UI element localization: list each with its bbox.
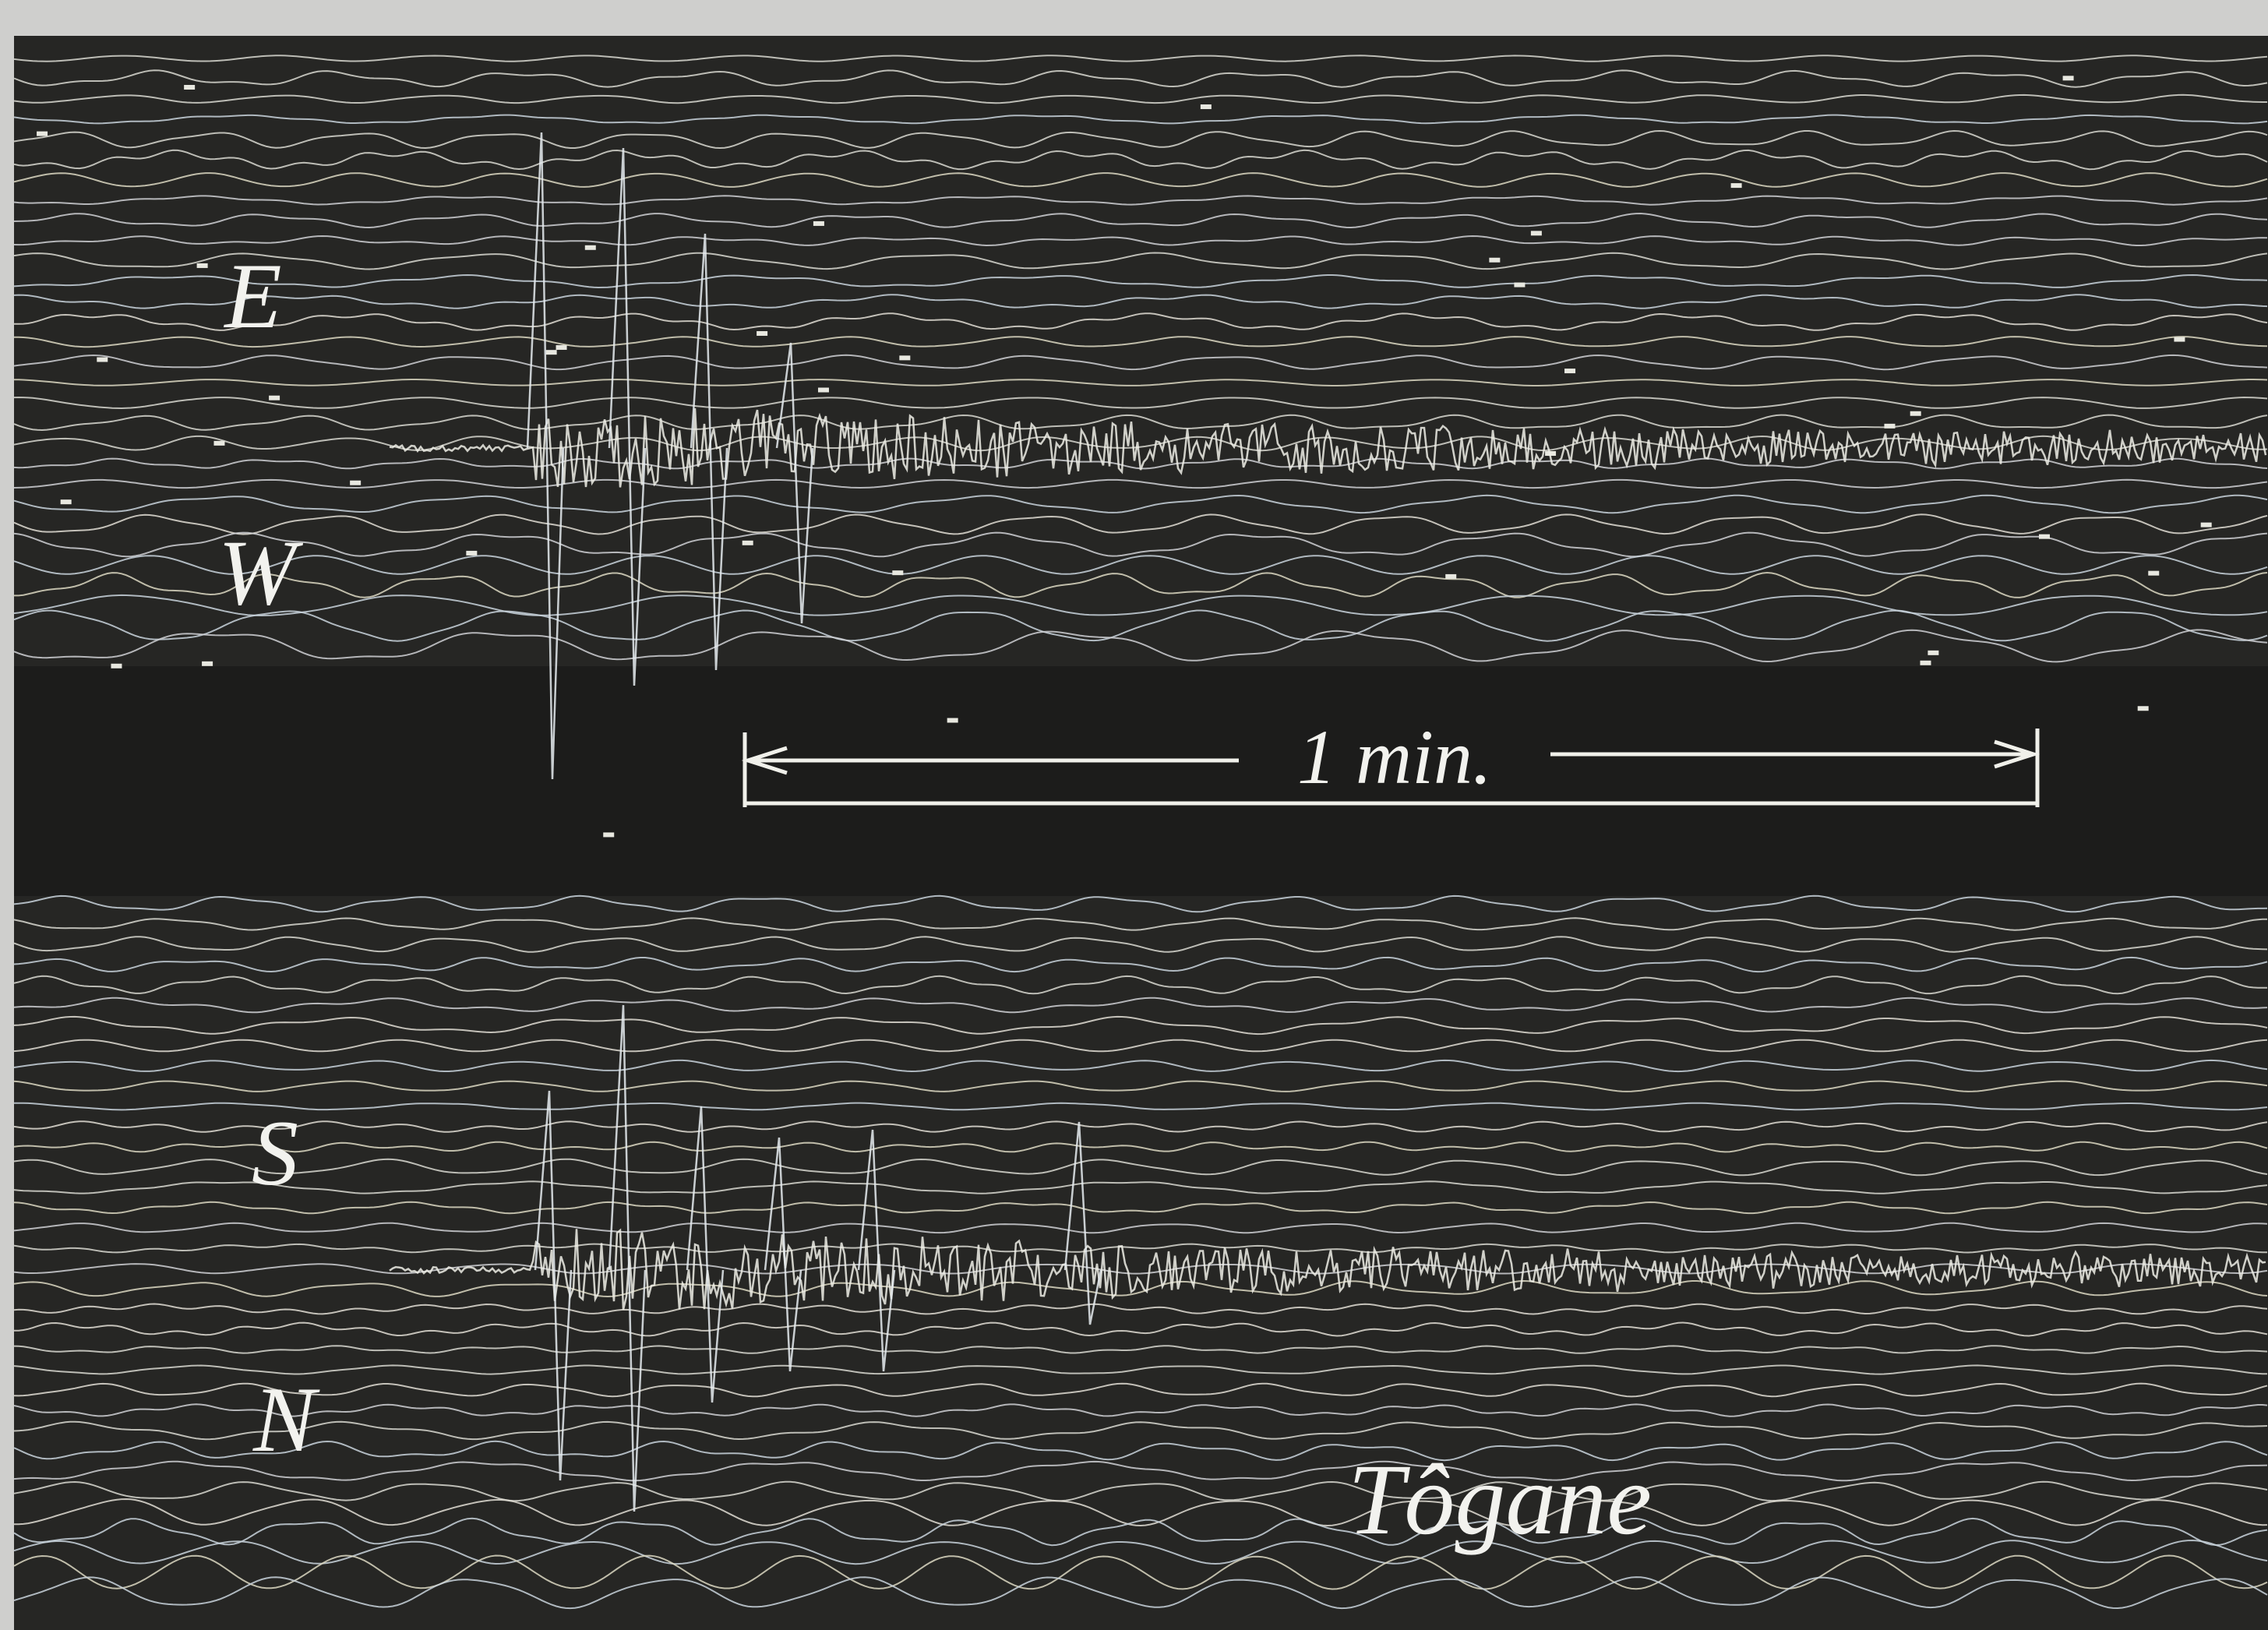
time-mark <box>742 541 753 545</box>
time-mark <box>585 245 596 250</box>
time-mark <box>556 345 567 350</box>
time-mark <box>2148 571 2159 576</box>
time-mark <box>466 551 477 556</box>
time-mark <box>1201 104 1212 109</box>
time-mark <box>2201 523 2212 527</box>
time-mark <box>2174 337 2185 342</box>
time-mark <box>1910 411 1921 416</box>
time-mark <box>2138 706 2149 711</box>
time-mark <box>2063 76 2074 80</box>
time-mark <box>2039 535 2050 539</box>
time-mark <box>202 662 213 666</box>
time-mark <box>111 664 122 669</box>
time-mark <box>546 350 557 355</box>
time-mark <box>269 396 280 400</box>
time-mark <box>1731 183 1742 188</box>
time-mark <box>97 358 108 362</box>
time-mark <box>1928 651 1938 655</box>
time-mark <box>1920 661 1931 665</box>
time-mark <box>899 355 910 360</box>
time-mark <box>1531 231 1542 235</box>
station-name: Tôgane <box>1348 1444 1652 1556</box>
scale-label: 1 min. <box>1297 714 1492 800</box>
time-mark <box>1445 574 1456 579</box>
time-mark <box>213 441 224 446</box>
time-mark <box>1564 369 1575 373</box>
time-mark <box>184 85 195 90</box>
gap-band <box>14 666 2268 896</box>
time-mark <box>61 499 72 504</box>
time-mark <box>350 481 361 485</box>
page: E W S N 1 min. Tôgane (() => { const dat… <box>0 0 2268 1630</box>
time-mark <box>37 132 48 136</box>
time-mark <box>947 718 958 723</box>
component-label: N <box>252 1367 320 1471</box>
time-mark <box>757 331 767 336</box>
time-mark <box>1489 258 1500 263</box>
time-mark <box>1514 283 1525 288</box>
time-mark <box>197 263 208 268</box>
time-mark <box>818 388 829 393</box>
time-mark <box>892 570 903 575</box>
component-label: E <box>223 244 281 348</box>
time-mark <box>603 832 614 837</box>
component-label: S <box>252 1101 298 1205</box>
time-mark <box>813 221 824 226</box>
component-label: W <box>218 520 304 624</box>
time-mark <box>1884 424 1895 429</box>
seismogram-figure: E W S N 1 min. Tôgane <box>0 0 2268 1630</box>
